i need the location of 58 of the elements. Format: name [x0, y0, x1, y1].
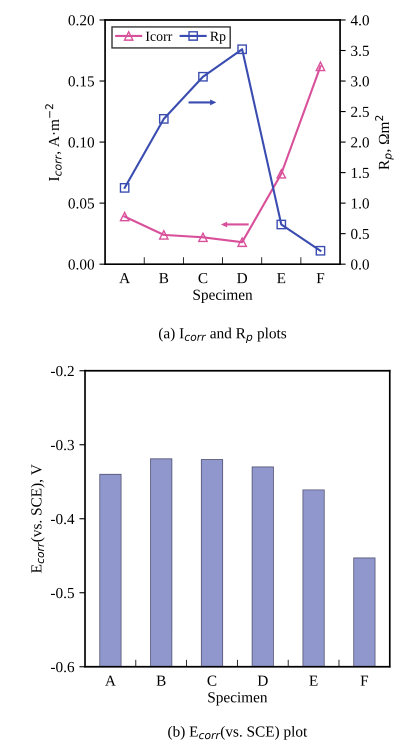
x-axis-title: Specimen [208, 692, 268, 706]
y2-tick-label: 3.0 [351, 76, 369, 87]
y2-tick-label: 3.5 [351, 46, 369, 56]
x-tick-label: C [198, 273, 208, 284]
y-tick-label: -0.3 [50, 440, 74, 450]
y2-axis-title: R$_{p}$, Ωm$^{2}$ [375, 116, 394, 170]
y-tick-label: 0.05 [68, 198, 94, 209]
point [120, 212, 130, 222]
bar [302, 489, 325, 667]
bar [150, 458, 172, 667]
point [198, 72, 208, 82]
x-tick-label: F [316, 273, 324, 284]
y-tick-label: 0.10 [68, 137, 94, 148]
point [158, 114, 169, 124]
point [237, 237, 247, 248]
point [158, 230, 169, 240]
y-axis-title: E$_{corr}$(vs. SCE), V [30, 464, 45, 573]
y-tick-label: 0.15 [68, 76, 94, 87]
y-tick-label: -0.6 [50, 662, 74, 672]
text: (a) I$_{corr}$ and R$_{p}$ plots [158, 328, 286, 344]
y2-tick-label: 0.0 [351, 259, 369, 270]
x-tick-label: A [119, 273, 130, 284]
legend-label: Rp [210, 32, 226, 44]
y-tick-label: 0.00 [68, 259, 94, 270]
y-tick-label: 0.20 [68, 15, 94, 26]
y-tick-label: -0.5 [50, 588, 74, 598]
point [276, 220, 286, 230]
bar [200, 459, 224, 667]
y2-tick-label: 0.5 [351, 228, 369, 240]
x-tick-label: E [277, 273, 286, 284]
bar [99, 474, 122, 667]
x-tick-label: E [309, 676, 318, 686]
point [237, 44, 247, 54]
y2-tick-label: 2.5 [351, 106, 369, 118]
x-axis-title: Specimen [193, 290, 252, 303]
y2-tick-label: 2.0 [351, 137, 369, 148]
x-tick-label: B [156, 676, 166, 686]
x-tick-label: D [237, 273, 248, 284]
x-tick-label: C [208, 676, 216, 686]
text: (b) E$_{corr}$(vs. SCE) plot [168, 726, 308, 740]
x-tick-label: F [360, 676, 368, 686]
y2-tick-label: 1.5 [352, 168, 369, 178]
y-axis-title: I$_{corr}$, A·m$^{−2}$ [45, 104, 62, 182]
point [316, 246, 326, 256]
point [120, 183, 130, 193]
x-tick-label: B [159, 273, 168, 284]
bar [252, 466, 274, 667]
x-tick-label: D [258, 676, 268, 686]
y2-tick-label: 1.0 [352, 198, 369, 209]
y2-tick-label: 4.0 [350, 15, 369, 26]
x-tick-label: A [105, 676, 116, 686]
y-tick-label: -0.4 [50, 514, 74, 524]
point [316, 62, 326, 72]
point [198, 232, 208, 242]
legend-label: Icorr [146, 32, 172, 41]
point [276, 168, 286, 179]
bar [353, 558, 376, 667]
y-tick-label: -0.2 [50, 366, 74, 376]
